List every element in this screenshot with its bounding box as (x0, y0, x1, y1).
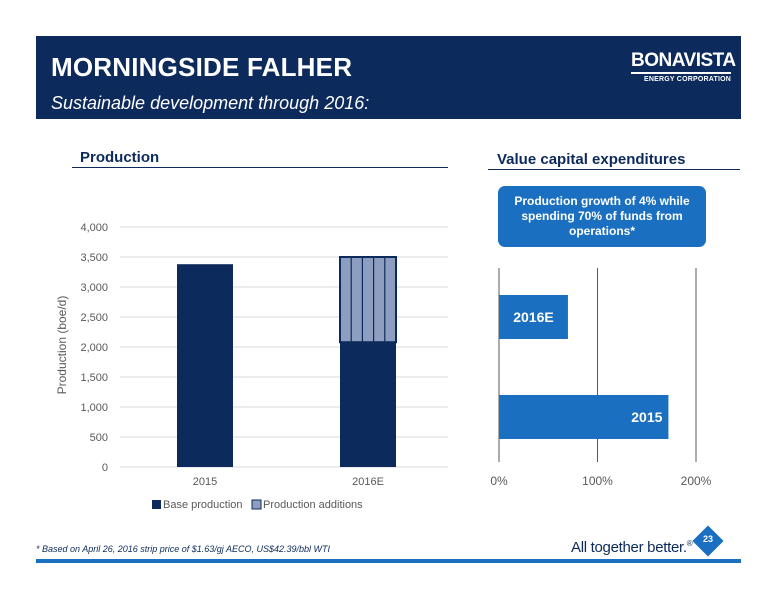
tagline: All together better.® (571, 539, 693, 556)
bar (499, 395, 669, 439)
footer-bar (36, 559, 741, 563)
y-tick-label: 0 (102, 462, 108, 474)
tagline-text: All together better. (571, 539, 687, 556)
bar-segment (339, 256, 397, 344)
x-tick-label: 100% (582, 474, 613, 488)
capex-section-title: Value capital expenditures (497, 151, 686, 168)
y-tick-label: 2,500 (80, 312, 108, 324)
x-tick-label: 200% (681, 474, 712, 488)
tagline-mark: ® (686, 539, 693, 548)
capex-callout: Production growth of 4% while spending 7… (498, 186, 706, 247)
y-tick-label: 3,000 (80, 282, 108, 294)
legend-label: Production additions (263, 499, 363, 511)
y-tick-label: 4,000 (80, 222, 108, 234)
legend-swatch (251, 499, 262, 510)
y-tick-label: 3,500 (80, 252, 108, 264)
logo-subtext: ENERGY CORPORATION (631, 72, 731, 85)
page-subtitle: Sustainable development through 2016: (51, 93, 370, 113)
y-tick-label: 1,000 (80, 402, 108, 414)
production-section-title: Production (80, 149, 160, 166)
logo-wordmark: BONAVISTA (631, 50, 736, 71)
footnote: * Based on April 26, 2016 strip price of… (36, 544, 330, 554)
y-tick-label: 500 (90, 432, 108, 444)
x-tick-label: 2016E (352, 476, 384, 488)
bar-segment (340, 342, 396, 467)
title-banner: MORNINGSIDE FALHER Sustainable developme… (36, 36, 741, 119)
page-number: 23 (702, 534, 713, 544)
y-tick-label: 1,500 (80, 372, 108, 384)
y-tick-label: 2,000 (80, 342, 108, 354)
y-axis-label: Production (boe/d) (55, 296, 69, 395)
x-tick-label: 0% (490, 474, 508, 488)
company-logo: BONAVISTA ENERGY CORPORATION (631, 50, 736, 91)
capex-section-rule (488, 169, 740, 170)
legend-label: Base production (163, 499, 243, 511)
x-tick-label: 2015 (193, 476, 217, 488)
bar-segment (177, 264, 233, 467)
bar (499, 295, 568, 339)
legend-swatch (152, 500, 161, 509)
production-section-rule (72, 167, 448, 168)
bar-label: 2015 (631, 409, 662, 425)
bar-label: 2016E (513, 309, 553, 325)
page-title: MORNINGSIDE FALHER (51, 52, 353, 82)
